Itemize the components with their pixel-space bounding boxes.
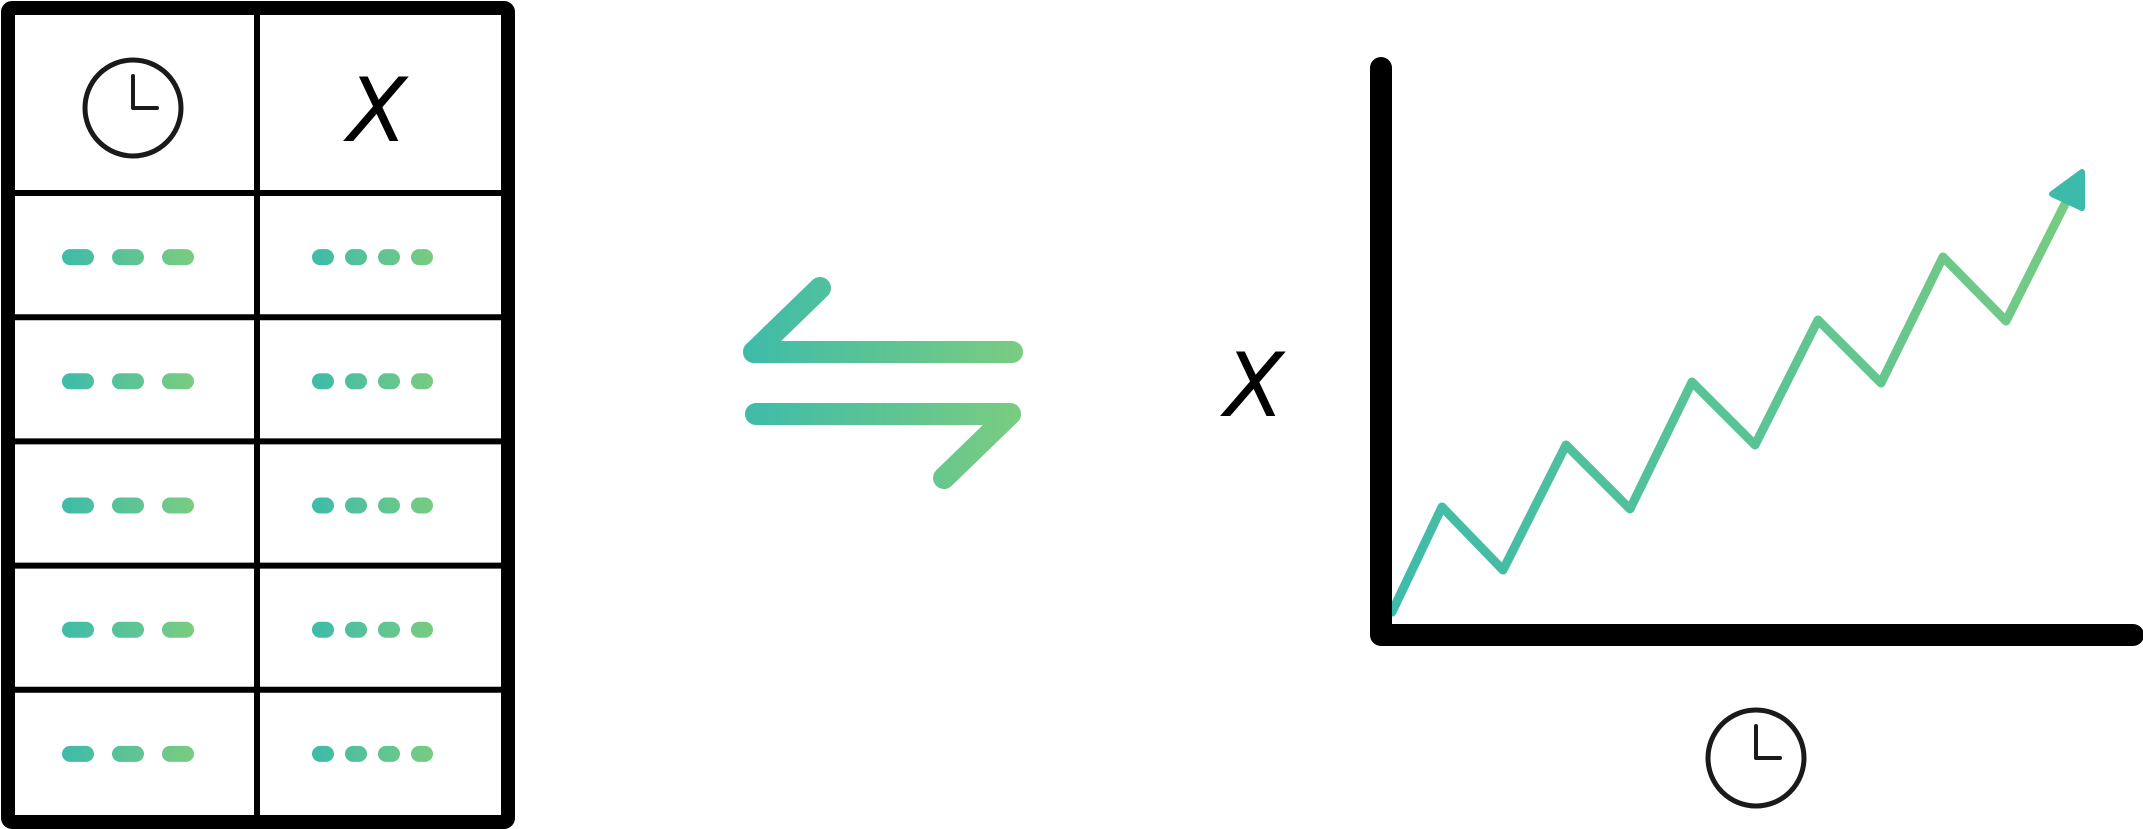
x-value-dash (411, 373, 433, 390)
clock-icon (82, 57, 184, 159)
data-table: X (1, 1, 515, 829)
table-header-value-label: X (343, 59, 409, 162)
x-value-dash (312, 249, 334, 266)
x-value-dash (411, 249, 433, 266)
x-value-dash (345, 249, 367, 266)
x-value-dash (378, 373, 400, 390)
table-row (62, 249, 433, 266)
time-value-dash (112, 249, 144, 266)
x-value-dash (312, 621, 334, 638)
table-rows (62, 249, 433, 762)
trend-arrowhead (2049, 169, 2085, 211)
x-value-dash (378, 497, 400, 514)
right-arrow (745, 403, 1021, 489)
chart-axes (1370, 57, 2143, 646)
x-axis-clock-icon (1705, 707, 1807, 809)
time-value-dash (62, 621, 94, 638)
x-value-dash (312, 745, 334, 762)
x-value-dash (312, 497, 334, 514)
bidirectional-arrows-icon (743, 277, 1023, 489)
time-value-dash (162, 497, 194, 514)
table-row (62, 621, 433, 638)
table-header-time (82, 57, 184, 159)
table-row (62, 497, 433, 514)
clock-icon (1705, 707, 1807, 809)
table-row (62, 745, 433, 762)
time-value-dash (162, 249, 194, 266)
x-value-dash (378, 621, 400, 638)
time-value-dash (112, 745, 144, 762)
table-row-dividers (8, 190, 508, 693)
time-value-dash (62, 373, 94, 390)
time-value-dash (162, 745, 194, 762)
y-axis-label: X (1220, 334, 1286, 437)
x-value-dash (411, 621, 433, 638)
x-value-dash (312, 373, 334, 390)
x-value-dash (345, 621, 367, 638)
table-row (62, 373, 433, 390)
time-value-dash (112, 621, 144, 638)
x-value-dash (345, 745, 367, 762)
time-value-dash (162, 373, 194, 390)
trend-line (1387, 195, 2072, 617)
x-value-dash (345, 373, 367, 390)
x-value-dash (411, 497, 433, 514)
x-value-dash (378, 745, 400, 762)
time-value-dash (62, 745, 94, 762)
time-value-dash (112, 497, 144, 514)
time-value-dash (162, 621, 194, 638)
x-value-dash (345, 497, 367, 514)
x-value-dash (411, 745, 433, 762)
time-value-dash (62, 249, 94, 266)
x-value-dash (378, 249, 400, 266)
time-value-dash (62, 497, 94, 514)
left-arrow (743, 277, 1023, 363)
time-series-chart: X (1220, 57, 2143, 809)
time-value-dash (112, 373, 144, 390)
